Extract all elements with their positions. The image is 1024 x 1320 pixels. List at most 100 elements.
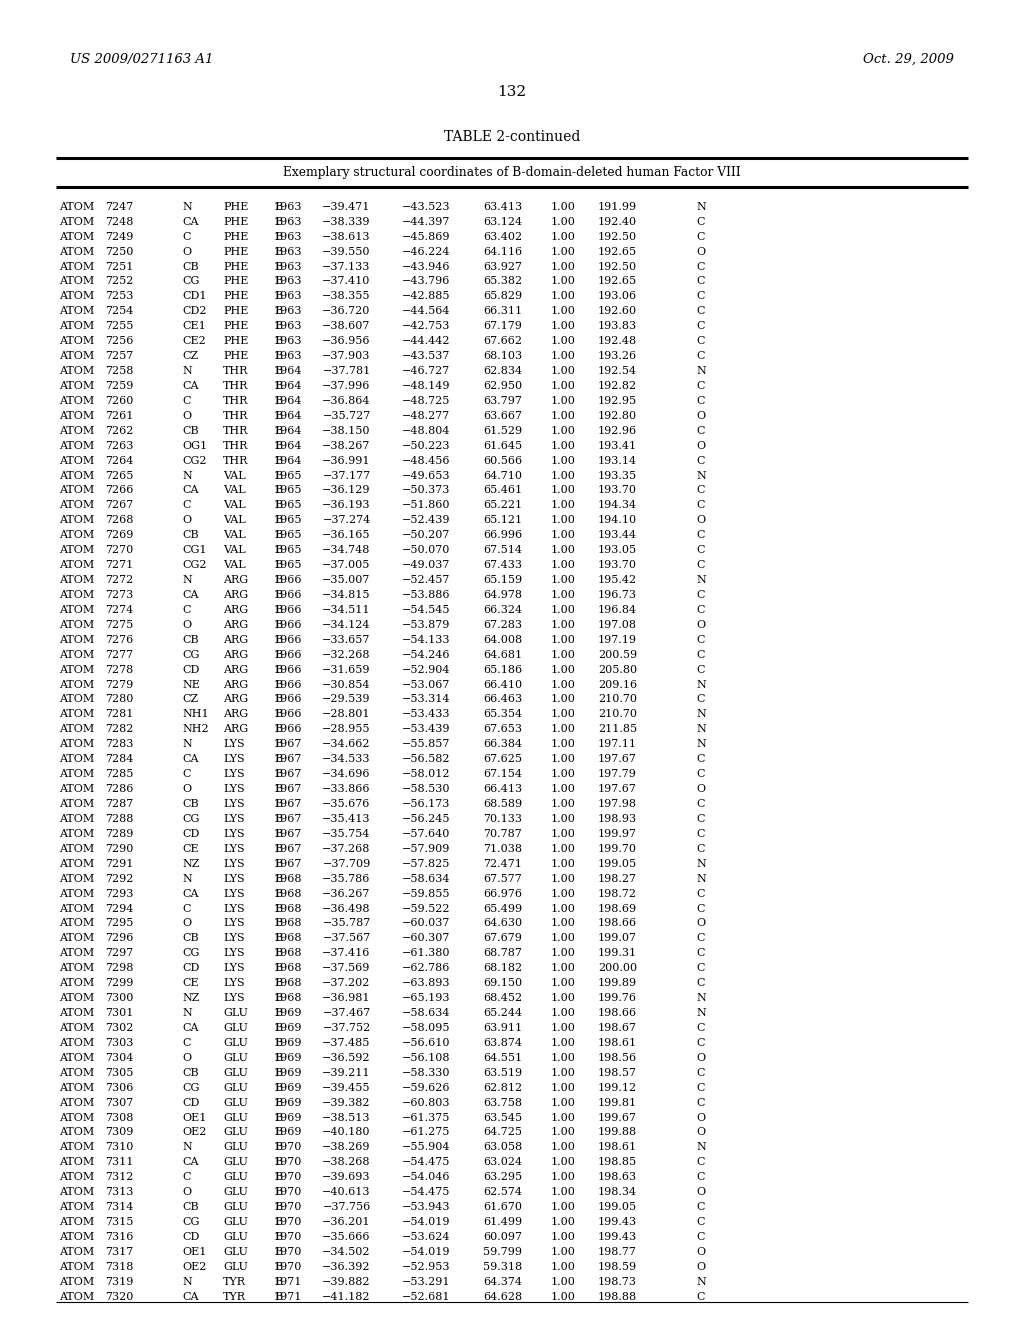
- Text: −60.307: −60.307: [402, 933, 451, 944]
- Text: B: B: [274, 993, 283, 1003]
- Text: C: C: [696, 1217, 705, 1228]
- Text: 1965: 1965: [273, 531, 302, 540]
- Text: N: N: [696, 1008, 707, 1018]
- Text: C: C: [696, 1292, 705, 1302]
- Text: −52.904: −52.904: [402, 665, 451, 675]
- Text: ATOM: ATOM: [59, 396, 94, 405]
- Text: B: B: [274, 814, 283, 824]
- Text: B: B: [274, 1023, 283, 1034]
- Text: TYR: TYR: [223, 1292, 246, 1302]
- Text: 63.124: 63.124: [483, 216, 522, 227]
- Text: O: O: [696, 784, 706, 795]
- Text: −36.864: −36.864: [323, 396, 371, 405]
- Text: 1.00: 1.00: [551, 231, 575, 242]
- Text: 199.43: 199.43: [598, 1217, 637, 1228]
- Text: CZ: CZ: [182, 694, 199, 705]
- Text: 1.00: 1.00: [551, 247, 575, 256]
- Text: O: O: [696, 1247, 706, 1257]
- Text: 7294: 7294: [104, 903, 133, 913]
- Text: C: C: [696, 1023, 705, 1034]
- Text: B: B: [274, 694, 283, 705]
- Text: 194.10: 194.10: [598, 515, 637, 525]
- Text: C: C: [182, 605, 190, 615]
- Text: US 2009/0271163 A1: US 2009/0271163 A1: [70, 53, 213, 66]
- Text: 199.89: 199.89: [598, 978, 637, 989]
- Text: −53.943: −53.943: [402, 1203, 451, 1212]
- Text: C: C: [696, 948, 705, 958]
- Text: 1968: 1968: [273, 874, 302, 883]
- Text: 65.829: 65.829: [483, 292, 522, 301]
- Text: 198.73: 198.73: [598, 1276, 637, 1287]
- Text: −36.981: −36.981: [323, 993, 371, 1003]
- Text: ATOM: ATOM: [59, 770, 94, 779]
- Text: B: B: [274, 261, 283, 272]
- Text: ATOM: ATOM: [59, 948, 94, 958]
- Text: 192.48: 192.48: [598, 337, 637, 346]
- Text: O: O: [182, 784, 191, 795]
- Text: 1.00: 1.00: [551, 411, 575, 421]
- Text: VAL: VAL: [223, 545, 246, 556]
- Text: C: C: [696, 337, 705, 346]
- Text: 7308: 7308: [104, 1113, 133, 1122]
- Text: 1.00: 1.00: [551, 1247, 575, 1257]
- Text: −42.753: −42.753: [402, 321, 451, 331]
- Text: 7303: 7303: [104, 1038, 133, 1048]
- Text: 192.50: 192.50: [598, 261, 637, 272]
- Text: N: N: [696, 739, 707, 750]
- Text: 1965: 1965: [273, 545, 302, 556]
- Text: 1.00: 1.00: [551, 560, 575, 570]
- Text: 7257: 7257: [104, 351, 133, 362]
- Text: 62.574: 62.574: [483, 1187, 522, 1197]
- Text: −58.330: −58.330: [402, 1068, 451, 1077]
- Text: 1.00: 1.00: [551, 1023, 575, 1034]
- Text: 1.00: 1.00: [551, 276, 575, 286]
- Text: LYS: LYS: [223, 993, 245, 1003]
- Text: 65.244: 65.244: [483, 1008, 522, 1018]
- Text: C: C: [696, 605, 705, 615]
- Text: −34.533: −34.533: [323, 754, 371, 764]
- Text: C: C: [696, 843, 705, 854]
- Text: B: B: [274, 276, 283, 286]
- Text: C: C: [696, 292, 705, 301]
- Text: B: B: [274, 1082, 283, 1093]
- Text: B: B: [274, 978, 283, 989]
- Text: PHE: PHE: [223, 247, 249, 256]
- Text: 1967: 1967: [273, 843, 302, 854]
- Text: 1964: 1964: [273, 455, 302, 466]
- Text: 1.00: 1.00: [551, 590, 575, 601]
- Text: −42.885: −42.885: [402, 292, 451, 301]
- Text: 7299: 7299: [104, 978, 133, 989]
- Text: ATOM: ATOM: [59, 1023, 94, 1034]
- Text: 1966: 1966: [273, 590, 302, 601]
- Text: NZ: NZ: [182, 993, 200, 1003]
- Text: CA: CA: [182, 486, 199, 495]
- Text: ATOM: ATOM: [59, 874, 94, 883]
- Text: CD: CD: [182, 829, 200, 838]
- Text: 61.529: 61.529: [483, 426, 522, 436]
- Text: 7264: 7264: [104, 455, 133, 466]
- Text: 1.00: 1.00: [551, 754, 575, 764]
- Text: 7288: 7288: [104, 814, 133, 824]
- Text: 7253: 7253: [104, 292, 133, 301]
- Text: 197.11: 197.11: [598, 739, 637, 750]
- Text: 199.05: 199.05: [598, 1203, 637, 1212]
- Text: 1965: 1965: [273, 486, 302, 495]
- Text: O: O: [696, 515, 706, 525]
- Text: 65.354: 65.354: [483, 709, 522, 719]
- Text: 1967: 1967: [273, 754, 302, 764]
- Text: ATOM: ATOM: [59, 739, 94, 750]
- Text: −55.857: −55.857: [402, 739, 451, 750]
- Text: −39.882: −39.882: [323, 1276, 371, 1287]
- Text: 197.67: 197.67: [598, 754, 637, 764]
- Text: C: C: [696, 231, 705, 242]
- Text: 210.70: 210.70: [598, 709, 637, 719]
- Text: −57.640: −57.640: [402, 829, 451, 838]
- Text: −43.946: −43.946: [402, 261, 451, 272]
- Text: LYS: LYS: [223, 754, 245, 764]
- Text: 199.97: 199.97: [598, 829, 637, 838]
- Text: 198.61: 198.61: [598, 1038, 637, 1048]
- Text: PHE: PHE: [223, 337, 249, 346]
- Text: −56.108: −56.108: [402, 1053, 451, 1063]
- Text: ATOM: ATOM: [59, 919, 94, 928]
- Text: 198.59: 198.59: [598, 1262, 637, 1272]
